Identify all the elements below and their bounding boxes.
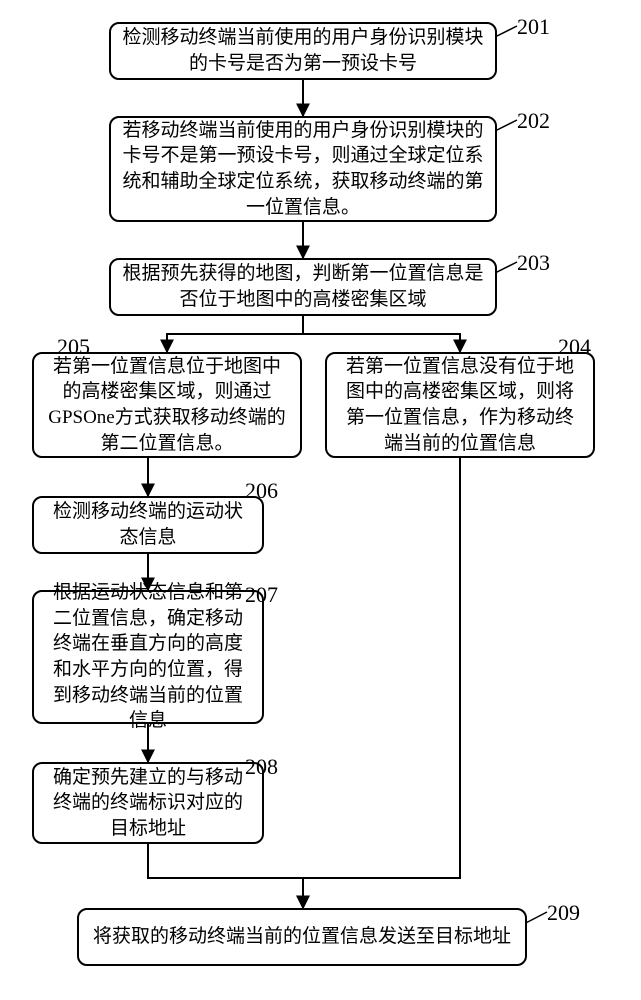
flow-node-n205: 若第一位置信息位于地图中的高楼密集区域，则通过GPSOne方式获取移动终端的第二…	[32, 352, 302, 458]
step-label-208: 208	[245, 754, 278, 780]
flow-node-n204: 若第一位置信息没有位于地图中的高楼密集区域，则将第一位置信息，作为移动终端当前的…	[325, 352, 595, 458]
step-label-201: 201	[517, 14, 550, 40]
flow-node-text: 若第一位置信息位于地图中的高楼密集区域，则通过GPSOne方式获取移动终端的第二…	[44, 354, 290, 457]
flow-node-text: 根据运动状态信息和第二位置信息，确定移动终端在垂直方向的高度和水平方向的位置，得…	[44, 580, 252, 734]
flow-edge	[303, 334, 460, 352]
flow-node-text: 检测移动终端当前使用的用户身份识别模块的卡号是否为第一预设卡号	[121, 25, 485, 76]
step-label-205: 205	[57, 334, 90, 360]
step-label-206: 206	[245, 478, 278, 504]
flow-node-n207: 根据运动状态信息和第二位置信息，确定移动终端在垂直方向的高度和水平方向的位置，得…	[32, 590, 264, 724]
step-label-209: 209	[547, 900, 580, 926]
flow-node-text: 将获取的移动终端当前的位置信息发送至目标地址	[93, 924, 511, 950]
step-label-203: 203	[517, 250, 550, 276]
flow-edge	[167, 334, 303, 352]
flow-node-text: 确定预先建立的与移动终端的终端标识对应的目标地址	[44, 765, 252, 842]
flowchart-canvas: 检测移动终端当前使用的用户身份识别模块的卡号是否为第一预设卡号若移动终端当前使用…	[0, 0, 641, 1000]
flow-node-n203: 根据预先获得的地图，判断第一位置信息是否位于地图中的高楼密集区域	[109, 258, 497, 316]
flow-node-n208: 确定预先建立的与移动终端的终端标识对应的目标地址	[32, 762, 264, 844]
step-label-202: 202	[517, 108, 550, 134]
flow-node-n201: 检测移动终端当前使用的用户身份识别模块的卡号是否为第一预设卡号	[109, 22, 497, 80]
flow-node-n202: 若移动终端当前使用的用户身份识别模块的卡号不是第一预设卡号，则通过全球定位系统和…	[109, 116, 497, 222]
flow-node-text: 根据预先获得的地图，判断第一位置信息是否位于地图中的高楼密集区域	[121, 261, 485, 312]
flow-node-n209: 将获取的移动终端当前的位置信息发送至目标地址	[77, 908, 527, 966]
flow-node-text: 若移动终端当前使用的用户身份识别模块的卡号不是第一预设卡号，则通过全球定位系统和…	[121, 118, 485, 221]
flow-edge	[303, 458, 460, 908]
flow-edge	[148, 844, 303, 908]
flow-node-n206: 检测移动终端的运动状态信息	[32, 496, 264, 554]
step-label-207: 207	[245, 582, 278, 608]
flow-node-text: 检测移动终端的运动状态信息	[44, 499, 252, 550]
flow-node-text: 若第一位置信息没有位于地图中的高楼密集区域，则将第一位置信息，作为移动终端当前的…	[337, 354, 583, 457]
step-label-204: 204	[558, 334, 591, 360]
